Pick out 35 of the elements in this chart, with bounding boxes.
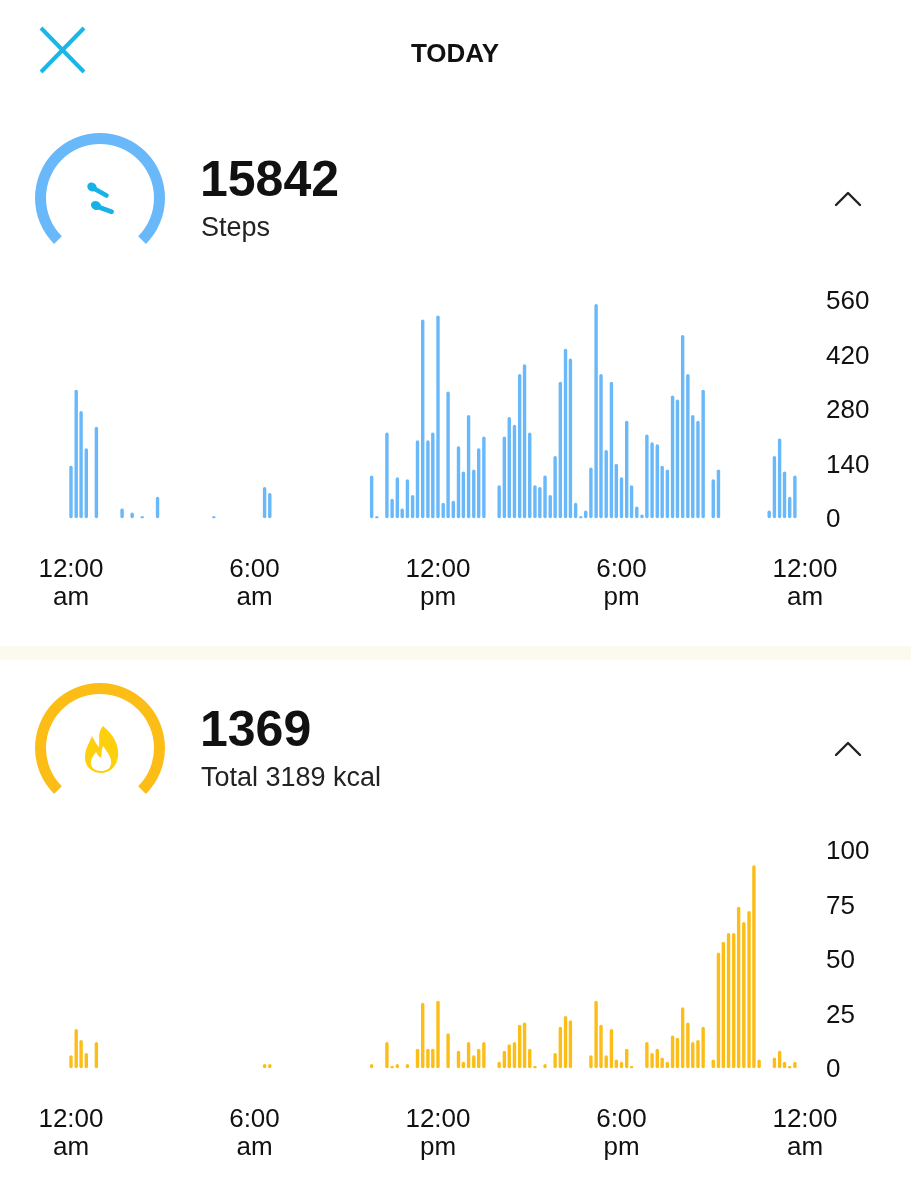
chart-subtitle: Total 3189 kcal: [201, 762, 382, 792]
y-tick-label: 140: [826, 448, 870, 479]
x-tick-label: 12:00 am: [38, 1103, 104, 1162]
x-tick-label: 6:00 pm: [596, 553, 647, 612]
bar: [497, 485, 501, 519]
y-tick-label: 560: [826, 285, 870, 315]
y-tick-label: 75: [826, 889, 855, 920]
x-tick-label: 6:00 am: [229, 553, 280, 612]
y-tick-label: 100: [826, 835, 870, 865]
x-tick-label: 12:00 am: [772, 1103, 838, 1162]
x-tick-label: 6:00 am: [229, 1103, 280, 1162]
y-tick-label: 0: [826, 503, 841, 534]
x-tick-label: 12:00 am: [38, 553, 104, 612]
x-tick-label: 12:00 pm: [405, 553, 471, 612]
y-tick-label: 0: [826, 1053, 841, 1084]
x-tick-label: 12:00 pm: [405, 1103, 471, 1162]
bar: [793, 475, 797, 519]
text: TODAY: [410, 38, 500, 68]
bar: [385, 1042, 389, 1069]
y-tick-label: 50: [826, 944, 855, 975]
bar: [482, 1042, 486, 1069]
y-tick-label: 280: [826, 394, 870, 425]
bar: [686, 374, 690, 519]
x-tick-label: 6:00 pm: [596, 1103, 647, 1162]
x-tick-label: 12:00 am: [772, 553, 838, 612]
bar: [482, 436, 486, 519]
y-tick-label: 420: [826, 339, 870, 370]
bar: [553, 1053, 557, 1069]
chart-subtitle: Steps: [201, 212, 271, 242]
bar: [446, 1033, 450, 1069]
bar: [686, 1022, 690, 1069]
y-tick-label: 25: [826, 998, 855, 1029]
chart-title: 15842: [200, 151, 340, 207]
bar: [553, 455, 557, 519]
chart-title: 1369: [200, 701, 312, 757]
